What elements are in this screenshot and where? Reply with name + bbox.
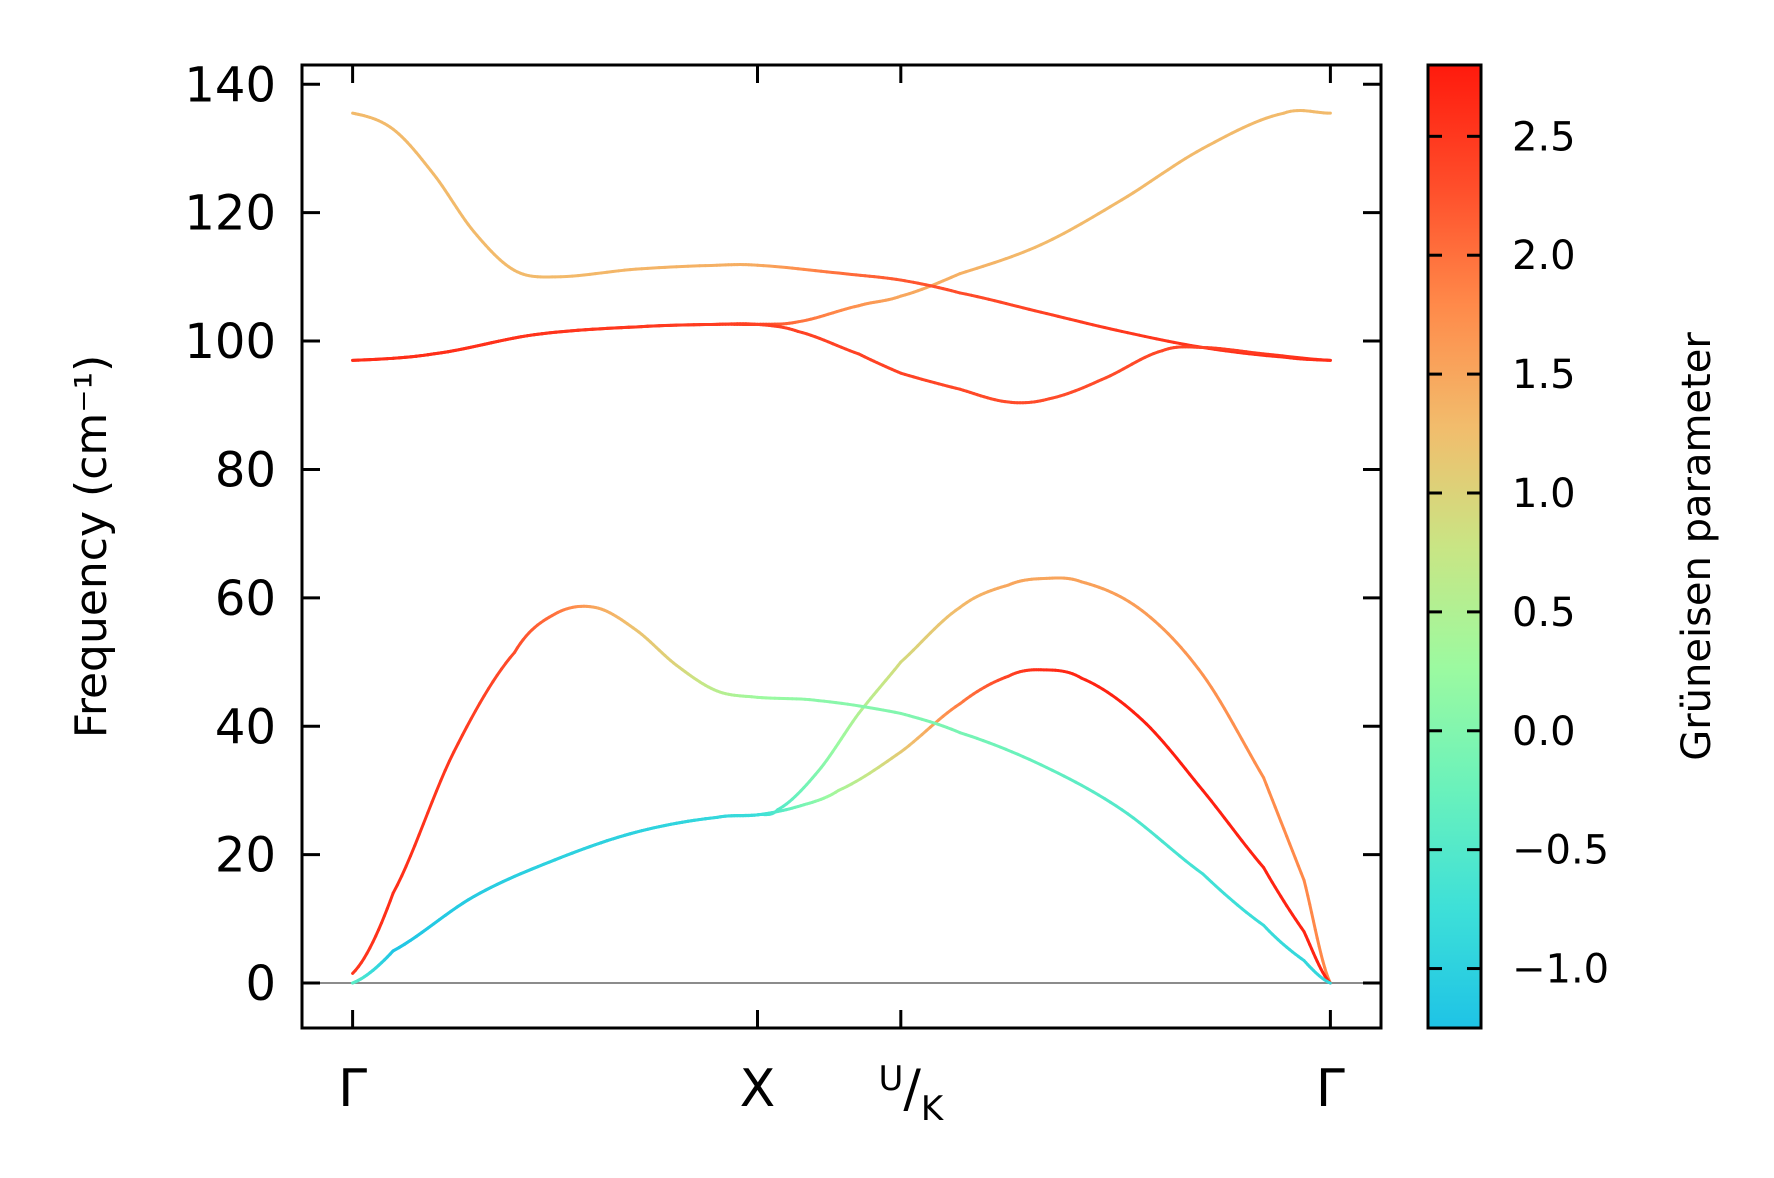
band-la	[351, 604, 1332, 985]
x-tick-label: Γ	[1316, 1059, 1345, 1119]
band-segment	[443, 759, 451, 772]
colorbar-tick-label: 0.5	[1512, 590, 1576, 636]
plot-area: 0 20 40 60 80 100 120 140 Γ X U/K Γ Frequency (cm⁻…	[66, 57, 1383, 1129]
band-segment	[421, 811, 430, 826]
band-segment	[447, 750, 456, 763]
band-segment	[391, 883, 399, 895]
band-segment	[452, 741, 460, 754]
y-tick-label: 40	[215, 699, 276, 755]
y-tick-label: 0	[245, 956, 276, 1012]
y-tick-label: 140	[184, 57, 276, 113]
band-segment	[456, 733, 465, 745]
band-o1	[351, 109, 1332, 362]
band-segment	[465, 717, 473, 729]
band-segment	[404, 854, 412, 868]
band-segment	[408, 844, 417, 858]
y-tick-label: 20	[215, 828, 276, 884]
band-o2	[351, 111, 1332, 362]
colorbar-tick-label: −1.0	[1512, 947, 1609, 993]
colorbar-gradient	[1426, 63, 1483, 1030]
band-lines	[351, 109, 1332, 985]
band-o3	[351, 322, 1332, 405]
colorbar-title: Grüneisen parameter	[1674, 332, 1720, 761]
band-segment	[434, 779, 443, 793]
y-tick-label: 100	[184, 314, 276, 370]
x-tick-label: U/K	[878, 1059, 944, 1129]
band-ta1	[351, 576, 1332, 985]
colorbar-tick-label: −0.5	[1512, 828, 1609, 874]
colorbar-tick-label: 0.0	[1512, 709, 1576, 755]
colorbar-ticks: −1.0 −0.5 0.0 0.5 1.0 1.5 2.0 2.5	[1428, 114, 1609, 993]
y-tick-label: 120	[184, 186, 276, 242]
plot-frame	[300, 63, 1383, 1030]
band-segment	[1327, 980, 1332, 985]
band-segment	[426, 800, 434, 815]
colorbar-tick-label: 1.5	[1512, 352, 1576, 398]
colorbar-tick-label: 2.0	[1512, 233, 1576, 279]
y-tick-label: 80	[215, 442, 276, 498]
y-tick-label: 60	[215, 571, 276, 627]
x-tick-label: Γ	[338, 1059, 367, 1119]
colorbar-tick-label: 1.0	[1512, 471, 1576, 517]
y-axis-title: Frequency (cm⁻¹)	[66, 355, 117, 739]
x-axis-ticks: Γ X U/K Γ	[338, 65, 1345, 1129]
band-segment	[430, 789, 438, 804]
band-segment	[400, 864, 408, 878]
colorbar: −1.0 −0.5 0.0 0.5 1.0 1.5 2.0 2.5 Grüneisen par…	[1426, 63, 1720, 1030]
band-segment	[439, 768, 447, 783]
band-segment	[395, 874, 404, 887]
band-segment	[461, 725, 469, 737]
band-segment	[417, 822, 425, 837]
colorbar-tick-label: 2.5	[1512, 114, 1576, 160]
x-tick-label: X	[740, 1059, 776, 1119]
band-segment	[413, 833, 421, 848]
band-ta2	[351, 668, 1332, 985]
y-axis-ticks: 0 20 40 60 80 100 120 140	[184, 57, 1381, 1012]
